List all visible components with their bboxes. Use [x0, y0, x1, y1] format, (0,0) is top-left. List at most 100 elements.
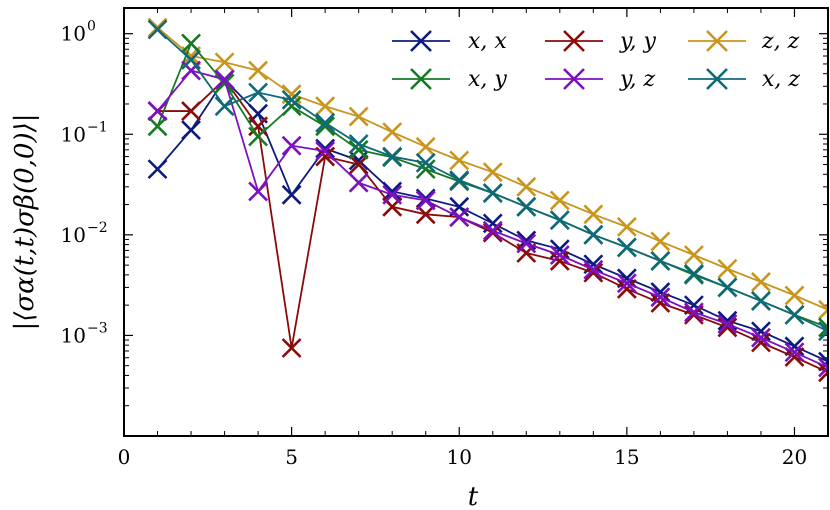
data-point: [818, 299, 828, 320]
data-point: [650, 251, 671, 271]
x-tick-label: 5: [285, 445, 298, 469]
data-point: [382, 181, 403, 202]
data-point: [818, 357, 828, 378]
legend-marker: [410, 68, 432, 90]
data-point: [348, 134, 369, 154]
data-point: [348, 172, 369, 193]
data-point: [751, 327, 771, 348]
x-tick-label: 15: [614, 445, 639, 469]
data-point: [147, 19, 168, 40]
data-point: [482, 220, 503, 241]
data-point: [516, 233, 537, 254]
data-point: [415, 152, 436, 173]
legend-item: y, y: [545, 29, 656, 54]
y-tick-exponent: 0: [87, 19, 96, 35]
data-point: [181, 120, 201, 141]
data-point: [415, 136, 436, 157]
data-point: [248, 181, 269, 202]
data-point: [415, 188, 436, 209]
data-point: [784, 342, 805, 363]
data-point: [348, 150, 369, 171]
legend-marker: [706, 30, 728, 52]
data-point: [616, 278, 637, 299]
legend-item: x, z: [688, 67, 800, 92]
data-point: [516, 176, 537, 197]
y-tick-exponent: −1: [87, 119, 108, 135]
data-point: [583, 224, 604, 245]
data-point: [751, 291, 771, 311]
data-point: [516, 196, 537, 217]
data-point: [147, 159, 168, 180]
legend-label: x, z: [762, 67, 800, 92]
data-point: [181, 101, 201, 121]
data-point: [281, 89, 302, 110]
data-point: [382, 184, 403, 205]
data-point: [818, 362, 828, 383]
legend-item: x, x: [392, 29, 507, 54]
data-point: [784, 304, 805, 325]
data-point: [214, 69, 235, 90]
data-point: [616, 237, 637, 258]
data-point: [583, 259, 604, 280]
data-point: [281, 96, 302, 117]
legend-label: y, y: [619, 29, 656, 54]
legend-label: x, y: [468, 67, 507, 92]
y-tick-label: 10: [61, 323, 86, 347]
data-point: [281, 184, 302, 205]
data-point: [248, 126, 269, 147]
data-point: [516, 243, 537, 263]
data-point: [181, 49, 201, 70]
data-point: [717, 258, 738, 279]
data-point: [147, 101, 168, 121]
data-point: [315, 96, 336, 117]
data-point: [583, 204, 604, 225]
data-point: [616, 273, 637, 294]
data-point: [315, 112, 336, 133]
data-point: [482, 183, 503, 204]
data-point: [549, 245, 570, 265]
data-point: [449, 207, 470, 228]
legend-marker: [706, 68, 728, 90]
data-point: [683, 263, 704, 284]
data-point: [717, 314, 738, 334]
plot-frame: [123, 7, 829, 437]
data-point: [818, 321, 828, 342]
data-point: [616, 216, 637, 237]
data-point: [482, 162, 503, 183]
data-point: [214, 52, 235, 73]
data-point: [650, 231, 671, 252]
y-axis-label: |⟨σα(t,t)σβ(0,0)⟩|: [10, 114, 40, 331]
data-point: [147, 116, 168, 137]
data-point: [415, 159, 436, 180]
legend-item: x, y: [392, 67, 507, 92]
y-tick-exponent: −3: [87, 320, 108, 336]
data-point: [818, 317, 828, 338]
legend: x, x y, y z, z x, y y, z x, z: [392, 29, 800, 92]
data-point: [348, 154, 369, 175]
data-point: [348, 139, 369, 160]
data-point: [248, 60, 269, 81]
data-point: [717, 277, 738, 298]
data-point: [683, 302, 704, 323]
legend-item: z, z: [688, 29, 800, 54]
y-tick-label: 10: [61, 122, 86, 146]
data-point: [751, 272, 771, 292]
series-zz: [147, 17, 828, 320]
y-tick-label: 10: [61, 22, 86, 46]
data-point: [181, 60, 201, 81]
data-point: [449, 170, 470, 191]
legend-label: z, z: [761, 29, 800, 54]
data-point: [382, 146, 403, 167]
data-point: [683, 295, 704, 316]
x-tick-label: 20: [782, 445, 807, 469]
x-axis-label: t: [468, 482, 479, 510]
data-point: [181, 33, 201, 54]
series-group: [147, 17, 828, 383]
data-point: [482, 222, 503, 243]
legend-label: y, z: [619, 67, 655, 92]
data-point: [784, 285, 805, 306]
data-point: [315, 116, 336, 137]
x-tick-label: 0: [118, 445, 131, 469]
